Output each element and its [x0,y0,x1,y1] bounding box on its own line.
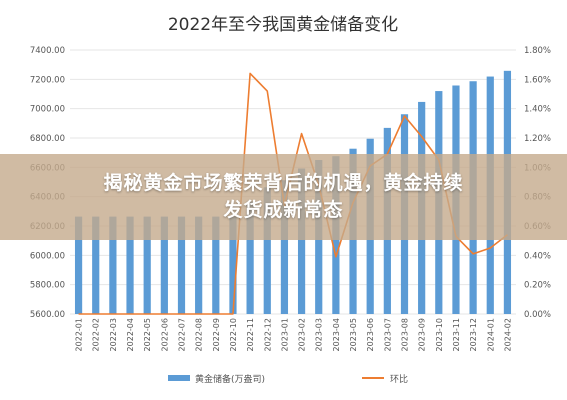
x-tick-label: 2023-11 [452,318,461,351]
bar [92,216,100,314]
left-tick-label: 7000.00 [30,105,65,115]
bar [246,201,254,314]
x-tick-label: 2024-02 [503,318,512,351]
right-tick-label: 0.20% [524,281,551,291]
x-tick-label: 2023-04 [332,318,341,351]
x-axis: 2022-01 2022-02 2022-03 2022-04 2022-05 2022-… [75,318,513,351]
left-tick-label: 5600.00 [30,310,65,320]
bar [212,216,220,314]
legend-bar-swatch [168,375,190,381]
x-tick-label: 2022-03 [109,318,118,351]
x-tick-label: 2023-03 [315,318,324,351]
right-tick-label: 0.00% [524,310,551,320]
x-tick-label: 2022-07 [178,318,187,351]
right-tick-label: 1.80% [524,46,551,56]
x-tick-label: 2022-04 [126,318,135,351]
x-tick-label: 2022-12 [263,318,272,351]
bar [195,216,203,314]
legend-line-label: 环比 [390,373,408,385]
right-tick-label: 0.40% [524,251,551,261]
bar [126,216,134,314]
x-tick-label: 2022-02 [92,318,101,351]
x-tick-label: 2023-08 [401,318,410,351]
right-tick-label: 1.60% [524,75,551,85]
right-tick-label: 1.40% [524,105,551,115]
bar [177,216,186,314]
bar [280,180,289,314]
x-tick-label: 2023-12 [469,318,478,351]
x-tick-label: 2023-07 [383,318,392,351]
headline-banner: 揭秘黄金市场繁荣背后的机遇，黄金持续 发货成新常态 [0,154,567,240]
headline-line-2: 发货成新常态 [223,199,344,221]
left-tick-label: 5800.00 [30,281,65,291]
left-tick-label: 7200.00 [30,75,65,85]
x-tick-label: 2022-05 [143,318,152,351]
x-tick-label: 2022-09 [212,318,221,351]
left-tick-label: 6800.00 [30,134,65,144]
bar [229,216,237,314]
legend-bar-label: 黄金储备(万盎司) [195,373,265,385]
right-tick-label: 1.20% [524,134,551,144]
x-tick-label: 2023-05 [349,318,358,351]
x-tick-label: 2024-01 [486,318,495,351]
bar [263,187,271,314]
x-tick-label: 2023-01 [280,318,289,351]
x-tick-label: 2022-01 [75,318,84,351]
x-tick-label: 2022-08 [195,318,204,351]
x-tick-label: 2023-02 [298,318,307,351]
x-tick-label: 2022-10 [229,318,238,351]
x-tick-label: 2023-06 [366,318,375,351]
bar [160,216,168,314]
x-tick-label: 2022-11 [246,318,255,351]
left-tick-label: 6000.00 [30,251,65,261]
x-tick-label: 2023-09 [418,318,427,351]
bar [297,168,306,314]
bar [109,216,117,314]
left-tick-label: 7400.00 [30,46,65,56]
bar [143,216,151,314]
bar [74,216,83,314]
x-tick-label: 2022-06 [160,318,169,351]
headline-line-1: 揭秘黄金市场繁荣背后的机遇，黄金持续 [103,172,464,194]
chart-title: 2022年至今我国黄金储备变化 [168,15,398,35]
x-tick-label: 2023-10 [435,318,444,351]
legend: 黄金储备(万盎司) 环比 [168,373,408,385]
